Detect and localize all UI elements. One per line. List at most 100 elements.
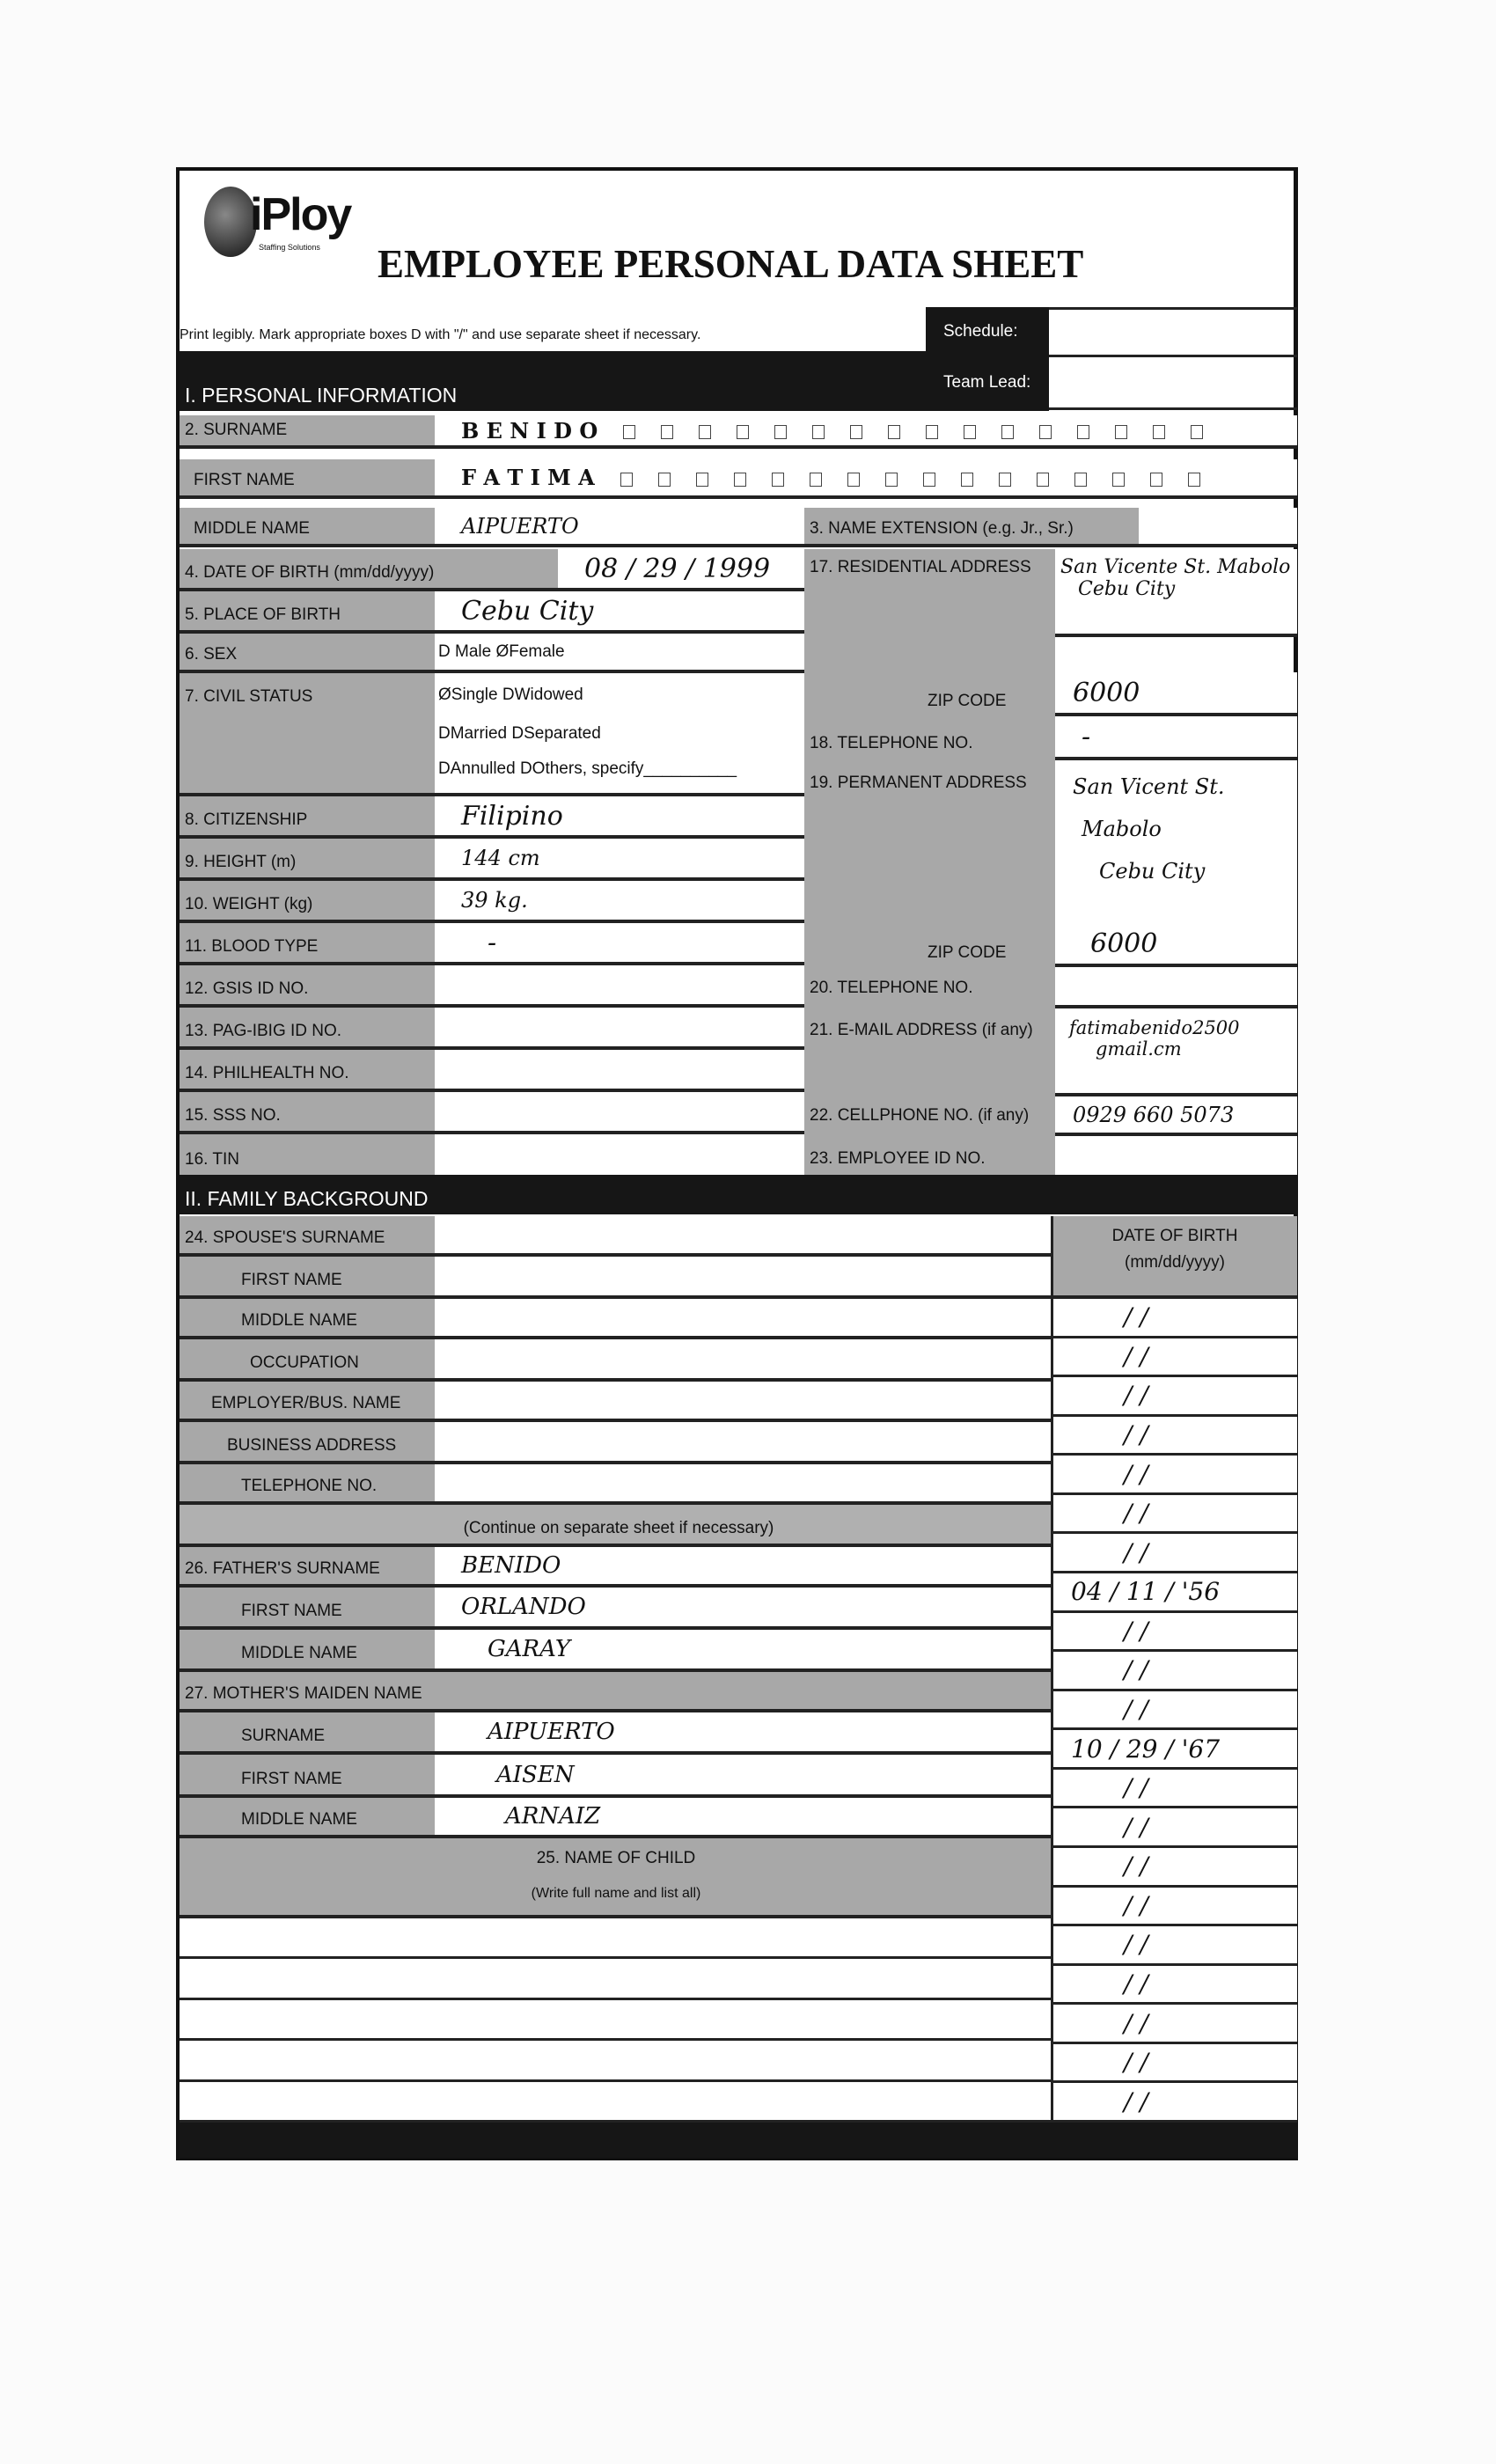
dob-format: (mm/dd/yyyy) [1125, 1253, 1225, 1272]
place-of-birth-field[interactable]: Cebu City [435, 591, 804, 634]
tin-field[interactable] [435, 1134, 804, 1175]
citizenship-field[interactable]: Filipino [435, 796, 804, 839]
cellphone-field[interactable]: 0929 660 5073 [1055, 1096, 1297, 1136]
dob-entry[interactable]: / / [1053, 1690, 1297, 1731]
dob-entry[interactable]: / / [1053, 1534, 1297, 1573]
spouse-telephone-field[interactable] [435, 1464, 1052, 1505]
dob-entry[interactable]: / / [1053, 1965, 1297, 2006]
child-name-field[interactable] [180, 1999, 1051, 2042]
first-name-value: F A T I M A [461, 465, 595, 490]
email-field[interactable]: fatimabenido2500 gmail.cm [1055, 1008, 1297, 1096]
dob-entry[interactable]: / / [1053, 1652, 1297, 1691]
residential-address-field[interactable]: San Vicente St. Mabolo Cebu City [1055, 549, 1297, 637]
child-name-field[interactable] [180, 2041, 1051, 2082]
first-name-field[interactable]: F A T I M A [435, 459, 1297, 499]
dob-entry[interactable]: / / [1053, 1769, 1297, 1809]
philhealth-field[interactable] [435, 1050, 804, 1092]
child-name-field[interactable] [180, 1959, 1051, 2000]
continue-note: (Continue on separate sheet if necessary… [180, 1505, 1052, 1547]
telephone-1-label: 18. TELEPHONE NO. [810, 734, 973, 752]
dob-entry[interactable]: 04 / 11 / '56 [1053, 1573, 1297, 1613]
spouse-middle-name-label: MIDDLE NAME [180, 1299, 435, 1339]
father-surname-field[interactable]: BENIDO [435, 1547, 1052, 1588]
letter-boxes [598, 418, 1204, 444]
dob-entry[interactable]: / / [1053, 2043, 1297, 2084]
residential-zip-field[interactable]: 6000 [1055, 672, 1297, 716]
sss-field[interactable] [435, 1092, 804, 1134]
dob-entry[interactable]: / / [1053, 2083, 1297, 2123]
dob-entry[interactable]: / / [1053, 1338, 1297, 1378]
dob-label: 4. DATE OF BIRTH (mm/dd/yyyy) [180, 549, 558, 591]
surname-field[interactable]: B E N I D O [435, 415, 1297, 449]
tin-label: 16. TIN [180, 1134, 435, 1175]
dob-entry[interactable]: 10 / 29 / '67 [1053, 1730, 1297, 1770]
civil-status-line-1[interactable]: ØSingle DWidowed [438, 686, 583, 704]
blood-type-field[interactable]: - [435, 923, 804, 965]
permanent-zip-field[interactable]: 6000 [1055, 923, 1297, 967]
civil-status-line-2[interactable]: DMarried DSeparated [438, 724, 601, 743]
sex-checkboxes[interactable]: D Male ØFemale [438, 642, 565, 661]
spouse-first-name-label: FIRST NAME [180, 1257, 435, 1299]
dob-field[interactable]: 08 / 29 / 1999 [558, 549, 804, 591]
children-subtitle: (Write full name and list all) [531, 1886, 701, 1901]
gsis-label: 12. GSIS ID NO. [180, 965, 435, 1008]
dob-entry[interactable]: / / [1053, 1926, 1297, 1966]
gsis-field[interactable] [435, 965, 804, 1008]
pagibig-field[interactable] [435, 1008, 804, 1050]
dob-entry[interactable]: / / [1053, 1494, 1297, 1535]
instructions: Print legibly. Mark appropriate boxes D … [180, 327, 701, 342]
telephone-2-field[interactable] [1055, 967, 1297, 1008]
father-middle-name-field[interactable]: GARAY [435, 1630, 1052, 1672]
child-name-field[interactable] [180, 1918, 1051, 1960]
spouse-employer-field[interactable] [435, 1382, 1052, 1422]
dob-entry[interactable]: / / [1053, 1377, 1297, 1417]
email-label: 21. E-MAIL ADDRESS (if any) [810, 1021, 1033, 1039]
spouse-occupation-field[interactable] [435, 1339, 1052, 1382]
civil-status-label: 7. CIVIL STATUS [180, 673, 435, 796]
surname-label: 2. SURNAME [180, 415, 435, 449]
surname-value: B E N I D O [461, 417, 598, 444]
dob-entry[interactable]: / / [1053, 1456, 1297, 1495]
middle-name-label: MIDDLE NAME [180, 508, 435, 547]
dob-entry[interactable]: / / [1053, 1416, 1297, 1456]
dob-entry[interactable]: / / [1053, 1887, 1297, 1927]
telephone-1-field[interactable]: - [1055, 716, 1297, 760]
name-extension-field[interactable] [1139, 508, 1297, 547]
middle-name-field[interactable]: AIPUERTO [435, 508, 804, 547]
weight-label: 10. WEIGHT (kg) [180, 881, 435, 923]
weight-field[interactable]: 39 kg. [435, 881, 804, 923]
philhealth-label: 14. PHILHEALTH NO. [180, 1050, 435, 1092]
spouse-surname-field[interactable] [435, 1216, 1052, 1257]
height-field[interactable]: 144 cm [435, 839, 804, 881]
logo-text: iPloy [250, 189, 352, 240]
civil-status-line-3[interactable]: DAnnulled DOthers, specify__________ [438, 759, 737, 778]
dob-entry[interactable]: / / [1053, 1848, 1297, 1888]
spouse-middle-name-field[interactable] [435, 1299, 1052, 1339]
spouse-business-address-field[interactable] [435, 1422, 1052, 1464]
dob-entry[interactable]: / / [1053, 1612, 1297, 1653]
employee-id-field[interactable] [1055, 1136, 1297, 1175]
permanent-address-field[interactable]: San Vicent St. Mabolo Cebu City [1055, 760, 1297, 932]
mother-middle-name-field[interactable]: ARNAIZ [435, 1798, 1052, 1838]
mother-surname-field[interactable]: AIPUERTO [435, 1712, 1052, 1755]
father-first-name-label: FIRST NAME [180, 1588, 435, 1630]
mother-maiden-name-title: 27. MOTHER'S MAIDEN NAME [180, 1672, 1052, 1712]
civil-status-options[interactable]: ØSingle DWidowed DMarried DSeparated DAn… [435, 673, 804, 796]
child-name-field[interactable] [180, 2081, 1051, 2123]
spouse-first-name-field[interactable] [435, 1257, 1052, 1299]
logo-subtext: Staffing Solutions [259, 243, 320, 252]
permanent-address-line-2: Mabolo [1082, 817, 1162, 841]
sss-label: 15. SSS NO. [180, 1092, 435, 1134]
schedule-field[interactable] [1049, 307, 1297, 357]
spouse-telephone-label: TELEPHONE NO. [180, 1464, 435, 1505]
dob-entry[interactable]: / / [1053, 1299, 1297, 1338]
dob-entry[interactable]: / / [1053, 1808, 1297, 1848]
dob-entry[interactable]: / / [1053, 2005, 1297, 2044]
citizenship-label: 8. CITIZENSHIP [180, 796, 435, 839]
mother-first-name-field[interactable]: AISEN [435, 1755, 1052, 1798]
height-label: 9. HEIGHT (m) [180, 839, 435, 881]
father-middle-name-label: MIDDLE NAME [180, 1630, 435, 1672]
sex-options[interactable]: D Male ØFemale [435, 634, 804, 673]
father-first-name-field[interactable]: ORLANDO [435, 1588, 1052, 1630]
team-lead-field[interactable] [1049, 357, 1297, 410]
